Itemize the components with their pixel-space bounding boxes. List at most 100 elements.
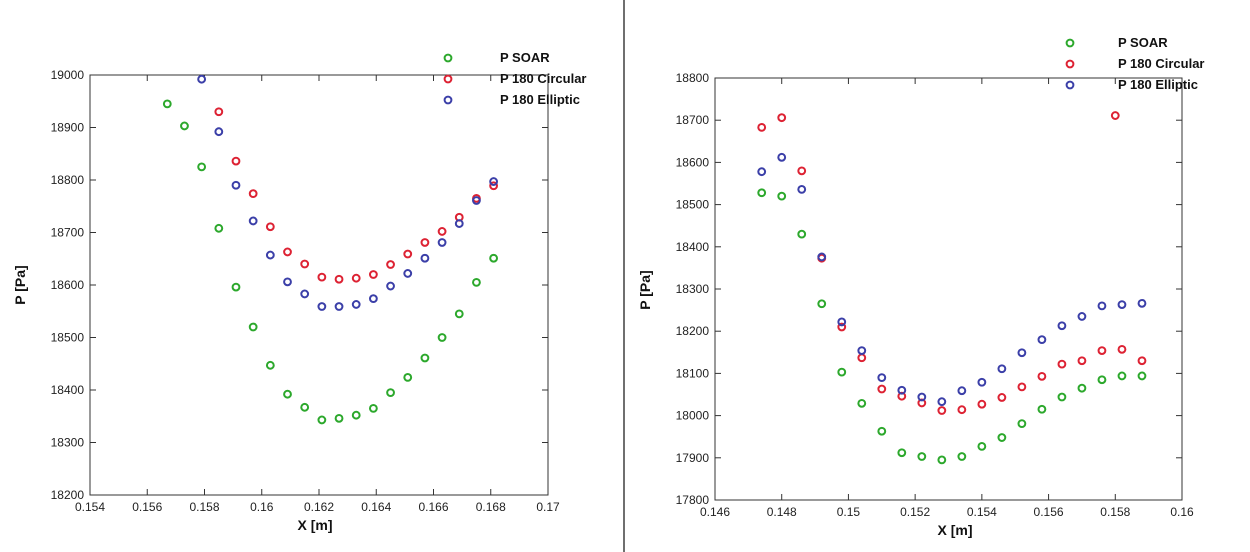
y-tick-label: 17900	[676, 451, 710, 465]
data-point	[420, 253, 430, 263]
data-point	[917, 452, 927, 461]
y-tick-label: 18300	[51, 436, 85, 450]
series-p-soar	[162, 99, 499, 425]
data-point	[248, 322, 258, 332]
x-tick-label: 0.156	[132, 500, 162, 514]
data-point	[817, 299, 827, 309]
data-point	[1137, 356, 1147, 366]
data-point	[489, 253, 499, 263]
data-point	[231, 180, 241, 190]
legend-label: P SOAR	[500, 50, 550, 65]
data-point	[917, 392, 927, 402]
data-point	[1097, 375, 1107, 385]
x-tick-label: 0.164	[361, 500, 391, 514]
data-point	[1117, 371, 1127, 381]
plot-area	[714, 77, 1183, 501]
series-p-180-elliptic	[197, 74, 499, 311]
data-point	[877, 373, 887, 383]
data-point	[197, 74, 207, 84]
data-point	[351, 273, 361, 283]
data-point	[997, 433, 1007, 442]
y-axis-title: P [Pa]	[637, 270, 653, 309]
data-point	[368, 403, 378, 413]
y-tick-label: 19000	[51, 68, 85, 82]
x-tick-label: 0.17	[536, 500, 560, 514]
data-point	[1057, 392, 1067, 402]
y-axis-title: P [Pa]	[12, 265, 28, 304]
data-point	[1017, 419, 1027, 429]
data-point	[214, 223, 224, 233]
data-point	[1117, 300, 1127, 310]
data-point	[1037, 404, 1047, 414]
series-p-soar	[757, 188, 1147, 465]
data-point	[248, 189, 258, 199]
x-axis-title: X [m]	[298, 517, 333, 533]
data-point	[837, 367, 847, 377]
legend-marker	[443, 74, 453, 84]
legend-marker	[1065, 38, 1075, 48]
y-tick-label: 18800	[51, 173, 85, 187]
y-tick-label: 18200	[51, 488, 85, 502]
legend-label: P 180 Circular	[500, 71, 586, 86]
data-point	[1017, 382, 1027, 392]
data-point	[197, 162, 207, 172]
x-tick-label: 0.158	[1100, 505, 1130, 519]
data-point	[317, 272, 327, 282]
data-point	[1057, 359, 1067, 369]
series-p-180-circular	[757, 111, 1147, 415]
data-point	[300, 402, 310, 412]
data-point	[777, 152, 787, 162]
data-point	[857, 346, 867, 356]
data-point	[420, 353, 430, 363]
data-point	[777, 191, 787, 201]
data-point	[386, 281, 395, 291]
data-point	[231, 156, 241, 166]
x-axis-title: X [m]	[938, 522, 973, 538]
panel-divider	[623, 0, 625, 552]
x-tick-label: 0.148	[767, 505, 797, 519]
data-point	[877, 426, 887, 436]
data-point	[368, 270, 378, 279]
y-tick-label: 18700	[51, 226, 85, 240]
data-point	[283, 247, 292, 257]
legend-label: P 180 Circular	[1118, 56, 1204, 71]
x-tick-label: 0.156	[1034, 505, 1064, 519]
data-point	[937, 406, 947, 415]
data-point	[1137, 298, 1147, 308]
data-point	[997, 393, 1007, 402]
data-point	[403, 373, 413, 382]
data-point	[351, 300, 361, 309]
x-tick-label: 0.166	[418, 500, 448, 514]
chart-left: 0.154 0.156 0.158 0.16 0.162 0.164 0.166 0.168 0…	[12, 50, 586, 533]
data-point	[1037, 335, 1047, 345]
data-point	[437, 333, 447, 342]
legend-marker	[443, 95, 453, 105]
y-tick-label: 18900	[51, 121, 85, 135]
data-point	[317, 415, 327, 425]
x-tick-label: 0.154	[967, 505, 997, 519]
data-point	[797, 166, 807, 176]
data-point	[386, 260, 395, 269]
y-tick-label: 18600	[676, 155, 710, 169]
data-point	[1097, 301, 1107, 311]
data-point	[283, 389, 292, 399]
data-point	[162, 99, 172, 109]
legend-label: P 180 Elliptic	[500, 92, 580, 107]
data-point	[265, 250, 275, 260]
data-point	[1117, 344, 1127, 354]
y-tick-label: 18600	[51, 278, 85, 292]
x-tick-label: 0.16	[250, 500, 274, 514]
data-point	[877, 384, 887, 394]
data-point	[977, 377, 987, 387]
data-point	[403, 249, 413, 259]
x-tick-label: 0.16	[1170, 505, 1194, 519]
data-point	[437, 238, 447, 247]
data-point	[334, 302, 344, 311]
data-point	[300, 289, 310, 299]
data-point	[997, 364, 1007, 374]
y-tick-label: 18700	[676, 113, 710, 127]
data-point	[897, 385, 907, 395]
data-point	[334, 274, 344, 284]
legend-marker	[1065, 59, 1075, 69]
